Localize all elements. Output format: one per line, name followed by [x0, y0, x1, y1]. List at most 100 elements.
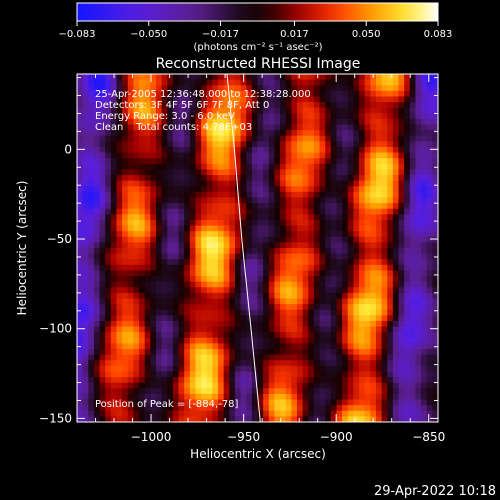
heatmap-cell — [336, 152, 343, 159]
heatmap-cell — [347, 242, 354, 249]
heatmap-cell — [201, 191, 208, 198]
heatmap-cell — [201, 354, 208, 361]
heatmap-cell — [268, 135, 275, 142]
heatmap-cell — [88, 315, 95, 322]
heatmap-cell — [99, 152, 106, 159]
heatmap-cell — [201, 79, 208, 86]
heatmap-cell — [195, 90, 202, 97]
heatmap-cell — [105, 326, 112, 333]
heatmap-cell — [280, 219, 287, 226]
heatmap-cell — [218, 377, 225, 384]
heatmap-cell — [415, 304, 422, 311]
heatmap-cell — [189, 399, 196, 406]
heatmap-cell — [223, 79, 230, 86]
heatmap-cell — [325, 281, 332, 288]
heatmap-cell — [195, 393, 202, 400]
heatmap-cell — [325, 382, 332, 389]
heatmap-cell — [139, 102, 146, 109]
heatmap-cell — [421, 96, 428, 103]
heatmap-cell — [381, 360, 388, 367]
heatmap-cell — [268, 399, 275, 406]
heatmap-cell — [88, 377, 95, 384]
heatmap-cell — [353, 203, 360, 210]
heatmap-cell — [392, 180, 399, 187]
heatmap-cell — [347, 231, 354, 238]
heatmap-cell — [409, 281, 416, 288]
heatmap-cell — [415, 169, 422, 176]
heatmap-cell — [432, 203, 438, 210]
heatmap-cell — [150, 158, 157, 165]
heatmap-cell — [251, 175, 258, 182]
heatmap-cell — [167, 102, 174, 109]
heatmap-cell — [274, 197, 281, 204]
heatmap-cell — [319, 180, 326, 187]
heatmap-cell — [280, 113, 287, 120]
heatmap-cell — [381, 191, 388, 198]
heatmap-cell — [291, 163, 298, 170]
heatmap-cell — [257, 399, 264, 406]
heatmap-cell — [432, 377, 438, 384]
heatmap-cell — [432, 219, 438, 226]
heatmap-cell — [280, 382, 287, 389]
heatmap-cell — [150, 371, 157, 378]
heatmap-cell — [336, 203, 343, 210]
heatmap-cell — [246, 124, 253, 131]
heatmap-cell — [155, 175, 163, 182]
heatmap-cell — [88, 231, 95, 238]
heatmap-cell — [387, 118, 394, 125]
heatmap-cell — [234, 214, 241, 221]
heatmap-cell — [127, 146, 134, 153]
heatmap-cell — [409, 191, 416, 198]
heatmap-cell — [110, 377, 117, 384]
heatmap-cell — [398, 382, 405, 389]
heatmap-cell — [127, 281, 134, 288]
heatmap-cell — [313, 113, 320, 120]
heatmap-cell — [308, 371, 315, 378]
heatmap-cell — [280, 163, 287, 170]
heatmap-cell — [342, 405, 349, 412]
heatmap-cell — [234, 388, 241, 395]
heatmap-cell — [139, 371, 146, 378]
heatmap-cell — [342, 163, 349, 170]
heatmap-cell — [82, 74, 89, 81]
heatmap-cell — [99, 388, 106, 395]
heatmap-cell — [172, 264, 179, 271]
heatmap-cell — [167, 410, 174, 417]
heatmap-cell — [353, 304, 360, 311]
heatmap-cell — [285, 79, 292, 86]
heatmap-cell — [201, 96, 208, 103]
heatmap-cell — [319, 225, 326, 232]
heatmap-cell — [404, 416, 411, 422]
heatmap-cell — [398, 236, 405, 243]
heatmap-cell — [184, 135, 191, 142]
heatmap-cell — [229, 253, 236, 260]
heatmap-cell — [426, 382, 433, 389]
heatmap-cell — [421, 287, 428, 294]
heatmap-cell — [184, 281, 191, 288]
heatmap-cell — [189, 214, 196, 221]
heatmap-cell — [375, 141, 382, 148]
heatmap-cell — [167, 399, 174, 406]
heatmap-cell — [398, 270, 405, 277]
heatmap-cell — [296, 169, 304, 176]
heatmap-cell — [370, 225, 377, 232]
heatmap-cell — [370, 158, 377, 165]
heatmap-cell — [82, 349, 89, 356]
heatmap-cell — [375, 135, 382, 142]
heatmap-cell — [184, 304, 191, 311]
heatmap-cell — [353, 281, 360, 288]
heatmap-cell — [257, 337, 264, 344]
heatmap-cell — [359, 360, 366, 367]
heatmap-cell — [212, 259, 219, 266]
heatmap-cell — [421, 382, 428, 389]
heatmap-cell — [364, 315, 371, 322]
heatmap-cell — [133, 405, 140, 412]
heatmap-cell — [325, 388, 332, 395]
heatmap-cell — [432, 79, 438, 86]
heatmap-cell — [274, 399, 281, 406]
heatmap-cell — [206, 281, 213, 288]
heatmap-cell — [426, 191, 433, 198]
colorbar-gradient — [77, 3, 438, 21]
heatmap-cell — [381, 79, 388, 86]
heatmap-cell — [359, 113, 366, 120]
